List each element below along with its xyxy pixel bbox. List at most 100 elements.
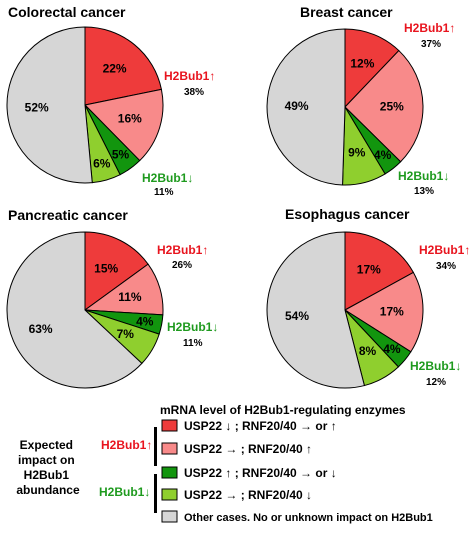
annotation-value: 13% [414,186,434,197]
svg-text:H2Bub1↑: H2Bub1↑ [419,243,470,257]
pie-slice-other [266,28,346,186]
slice-label: 11% [118,290,142,304]
slice-label: 8% [359,344,377,358]
pie-slices: 12% 25% 4% 9% 49% [266,28,424,186]
slice-label: 25% [380,99,404,113]
pie-slice-usp22_flat_rnf_up [344,49,424,163]
slice-label: 22% [103,62,127,76]
slice-label: 54% [285,309,309,323]
pie-slices: 22% 16% 5%6% 52% [6,26,164,184]
slice-label: 17% [380,305,404,319]
annotation-value: 12% [426,377,446,388]
pie-panel-pancreatic: Pancreatic cancer 15% 11% 4%7% 63% H2Bub1↑ … [6,207,218,389]
pie-slice-usp22_flat_rnf_up [83,88,164,162]
legend-side-label: Expected impact on H2Bub1 abundance [16,438,80,497]
annotation-text: H2Bub1 [142,171,188,185]
svg-text:H2Bub1↑: H2Bub1↑ [404,21,455,35]
arrow-up-icon: ↑ [464,243,470,257]
annotation-text: H2Bub1 [164,69,210,83]
pie-slice-other [6,231,143,389]
legend-label: USP22 → ; RNF20/40 ↑ [184,442,312,456]
svg-text:H2Bub1↓: H2Bub1↓ [142,171,193,185]
slice-label: 5% [112,147,130,161]
annotation-text: H2Bub1 [419,243,465,257]
pie-panel-esophagus: Esophagus cancer 17%17%4%8%54% H2Bub1↑ 3… [266,206,470,389]
legend-bracket-up [154,427,157,466]
pie-title: Colorectal cancer [8,4,126,20]
arrow-down-icon: ↓ [212,320,218,334]
legend-items: USP22 ↓ ; RNF20/40 → or ↑ USP22 → ; RNF20… [161,419,433,524]
slice-label: 4% [136,314,154,328]
annotation-h2bub1-up: H2Bub1↑ 34% [419,243,470,272]
pie-slices: 17% 17% 4% 8% 54% [266,231,424,389]
legend-group-up: H2Bub1↑ [101,438,152,452]
slice-label: 9% [348,145,366,159]
annotation-h2bub1-down: H2Bub1↓ 12% [410,359,461,388]
annotation-value: 38% [184,87,204,98]
pie-title: Pancreatic cancer [8,207,128,223]
svg-text:H2Bub1↓: H2Bub1↓ [398,169,449,183]
arrow-up-icon: ↑ [146,438,152,452]
annotation-value: 34% [436,261,456,272]
arrow-up-icon: ↑ [209,69,215,83]
pie-slice-usp22_flat_rnf_up [344,271,424,353]
arrow-down-icon: ↓ [443,169,449,183]
slice-label: 16% [118,112,142,126]
slice-label: 17% [357,263,381,277]
legend-title: mRNA level of H2Bub1-regulating enzymes [160,403,406,417]
arrow-down-icon: ↓ [144,485,150,499]
annotation-h2bub1-down: H2Bub1↓ 11% [167,320,218,349]
annotation-h2bub1-down: H2Bub1↓ 13% [398,169,449,197]
legend-swatch-usp22_up_rnf_down [161,466,178,479]
pie-slice-usp22_down_rnf_up [84,231,149,311]
annotation-text: H2Bub1 [157,243,203,257]
annotation-h2bub1-up: H2Bub1↑ 38% [164,69,215,98]
legend-swatch-usp22_flat_rnf_down [161,488,178,501]
arrow-up-icon: ↑ [449,21,455,35]
arrow-down-icon: ↓ [187,171,193,185]
annotation-text: H2Bub1 [404,21,450,35]
annotation-h2bub1-up: H2Bub1↑ 37% [404,21,455,50]
annotation-value: 11% [183,338,203,349]
group-label: H2Bub1 [99,485,145,499]
legend-label: USP22 → ; RNF20/40 ↓ [184,488,312,502]
pie-slice-usp22_down_rnf_up [344,231,415,311]
slice-label: 12% [350,57,374,71]
slice-label: 49% [285,99,309,113]
svg-text:H2Bub1↑: H2Bub1↑ [164,69,215,83]
legend-swatch-usp22_flat_rnf_up [161,442,178,455]
legend-bracket-down [154,474,157,513]
pie-slice-usp22_down_rnf_up [84,26,163,106]
annotation-text: H2Bub1 [398,169,444,183]
annotation-value: 11% [154,187,174,198]
pie-title: Esophagus cancer [285,206,410,222]
pie-slice-other [6,26,93,184]
legend-label: Other cases. No or unknown impact on H2B… [184,512,433,524]
annotation-text: H2Bub1 [167,320,213,334]
svg-text:H2Bub1↓: H2Bub1↓ [410,359,461,373]
arrow-up-icon: ↑ [202,243,208,257]
legend-group-down: H2Bub1↓ [99,485,150,499]
slice-label: 6% [93,157,111,171]
legend-label: USP22 ↑ ; RNF20/40 → or ↓ [184,466,337,480]
annotation-text: H2Bub1 [410,359,456,373]
pie-slice-other [266,231,366,389]
group-label: H2Bub1 [101,438,147,452]
slice-label: 7% [117,327,135,341]
annotation-value: 37% [421,39,441,50]
svg-text:H2Bub1↑: H2Bub1↑ [157,243,208,257]
pie-title: Breast cancer [300,4,393,20]
pie-slice-usp22_down_rnf_up [344,28,400,109]
slice-label: 4% [383,342,401,356]
slice-label: 15% [94,261,118,275]
legend-label: USP22 ↓ ; RNF20/40 → or ↑ [184,419,337,433]
legend: mRNA level of H2Bub1-regulating enzymes … [16,403,432,524]
annotation-h2bub1-down: H2Bub1↓ 11% [142,171,193,198]
pie-slices: 15% 11% 4%7% 63% [6,231,164,389]
slice-label: 4% [374,148,392,162]
legend-swatch-usp22_down_rnf_up [161,419,178,432]
pie-panel-colorectal: Colorectal cancer 22% 16% 5%6% 52% H2Bub1↑ … [6,4,215,198]
slice-label: 52% [25,100,49,114]
legend-swatch-other [161,510,178,523]
